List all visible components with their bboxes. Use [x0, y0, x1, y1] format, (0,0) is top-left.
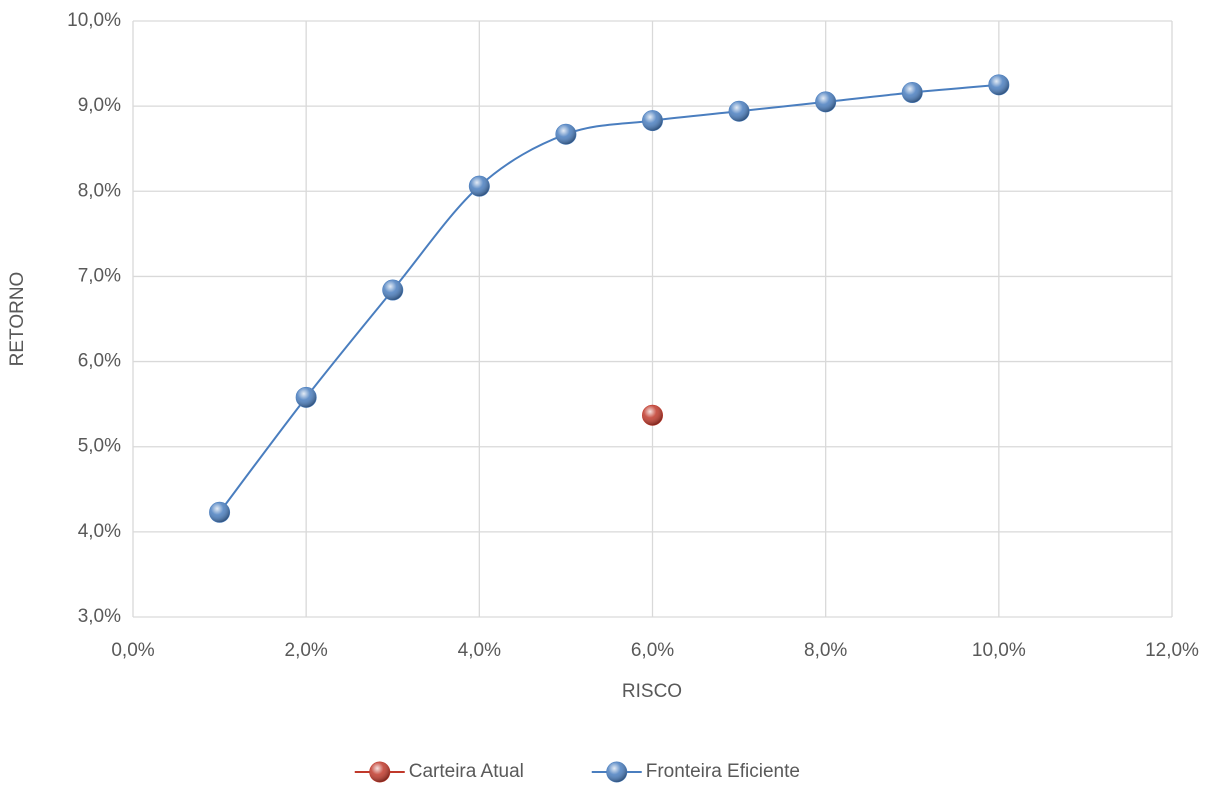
- marker: [728, 100, 750, 122]
- marker-shine: [642, 110, 663, 131]
- y-tick-label: 5,0%: [78, 436, 121, 457]
- marker: [901, 82, 923, 104]
- marker-shine: [606, 762, 627, 782]
- x-axis-label: RISCO: [622, 681, 682, 702]
- legend-label: Carteira Atual: [409, 761, 524, 782]
- marker-shine: [902, 82, 923, 103]
- y-tick-label: 4,0%: [78, 521, 121, 542]
- y-axis-label: RETORNO: [7, 272, 28, 367]
- marker-shine: [642, 405, 663, 426]
- marker-shine: [988, 74, 1009, 95]
- marker: [555, 123, 577, 145]
- marker-shine: [382, 280, 403, 301]
- x-tick-label: 0,0%: [111, 640, 154, 661]
- x-tick-label: 6,0%: [631, 640, 674, 661]
- marker-shine: [469, 176, 490, 197]
- legend-label: Fronteira Eficiente: [646, 761, 800, 782]
- marker-shine: [296, 387, 317, 408]
- marker: [382, 279, 404, 301]
- marker: [642, 110, 663, 132]
- marker: [642, 404, 663, 426]
- marker: [295, 386, 317, 408]
- marker: [815, 91, 837, 113]
- series-line: [218, 83, 999, 513]
- x-tick-label: 12,0%: [1145, 640, 1199, 661]
- marker: [369, 761, 391, 783]
- marker-shine: [729, 101, 750, 122]
- y-tick-label: 3,0%: [78, 606, 121, 627]
- y-tick-label: 10,0%: [67, 10, 121, 31]
- x-tick-label: 10,0%: [972, 640, 1026, 661]
- y-tick-label: 7,0%: [78, 265, 121, 286]
- marker-shine: [555, 124, 576, 145]
- y-tick-label: 9,0%: [78, 95, 121, 116]
- y-tick-label: 6,0%: [78, 351, 121, 372]
- marker: [209, 501, 231, 523]
- x-tick-label: 2,0%: [285, 640, 328, 661]
- x-tick-label: 4,0%: [458, 640, 501, 661]
- marker-shine: [209, 502, 230, 523]
- y-tick-label: 8,0%: [78, 180, 121, 201]
- x-tick-label: 8,0%: [804, 640, 847, 661]
- marker-shine: [815, 91, 836, 112]
- marker: [468, 175, 490, 197]
- marker-shine: [369, 762, 390, 782]
- marker: [606, 761, 628, 783]
- marker: [988, 74, 1010, 96]
